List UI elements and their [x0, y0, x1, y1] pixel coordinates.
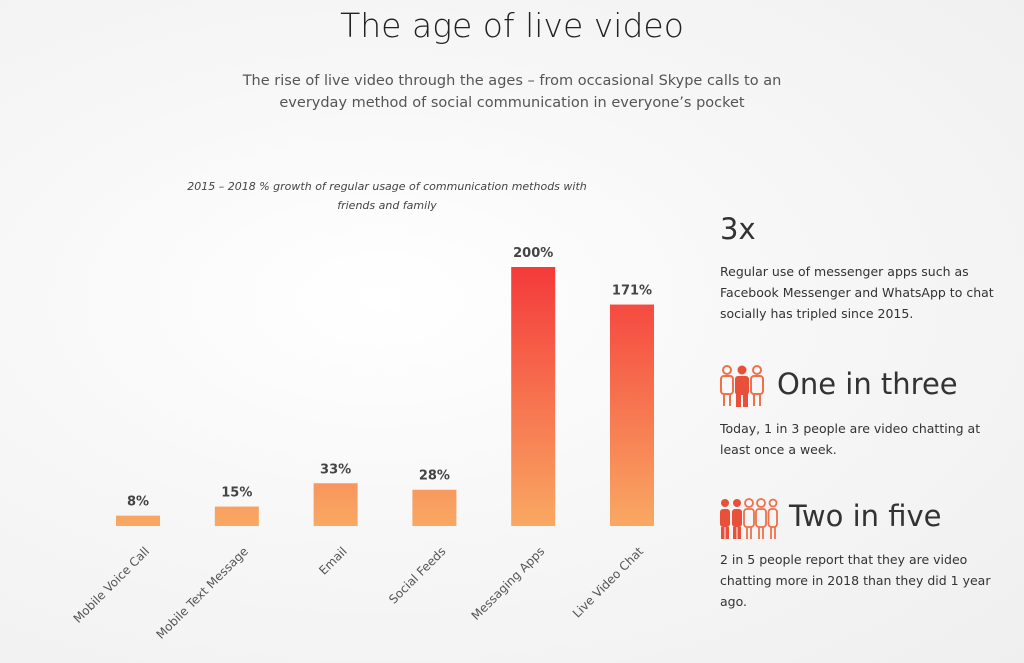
- stat-headline: 3x: [720, 212, 756, 246]
- value-label: 171%: [612, 284, 652, 299]
- stat-text: Regular use of messenger apps such as Fa…: [720, 264, 994, 321]
- bar: [313, 483, 358, 526]
- stat-text: Today, 1 in 3 people are video chatting …: [720, 421, 981, 457]
- chart: 8% Mobile Voice Call 15% Mobile Text Messag…: [71, 246, 654, 642]
- value-label: 28%: [419, 469, 450, 484]
- bar: [412, 489, 457, 526]
- bar: [214, 506, 259, 526]
- stat-headline: Two in five: [789, 499, 942, 533]
- x-tick-label: Mobile Text Message: [153, 544, 250, 641]
- x-tick-label: Email: [316, 544, 349, 577]
- stat-headline: One in three: [777, 367, 958, 401]
- x-tick-label: Mobile Voice Call: [71, 544, 153, 626]
- value-label: 33%: [320, 462, 351, 477]
- x-tick-label: Live Video Chat: [570, 544, 646, 620]
- x-tick-label: Social Feeds: [386, 544, 448, 606]
- bar: [610, 304, 654, 526]
- bar: [116, 515, 160, 526]
- people-icon: [720, 365, 764, 407]
- people-icon: [720, 498, 778, 539]
- bar: [511, 267, 556, 526]
- value-label: 8%: [127, 495, 149, 510]
- page-title: The age of live video: [340, 6, 684, 45]
- value-label: 200%: [513, 246, 553, 261]
- chart-title: 2015 – 2018 % growth of regular usage of…: [187, 180, 587, 212]
- value-label: 15%: [221, 486, 252, 501]
- page-subtitle: The rise of live video through the ages …: [242, 73, 782, 111]
- stat-text: 2 in 5 people report that they are video…: [720, 552, 991, 609]
- x-tick-label: Messaging Apps: [469, 544, 548, 623]
